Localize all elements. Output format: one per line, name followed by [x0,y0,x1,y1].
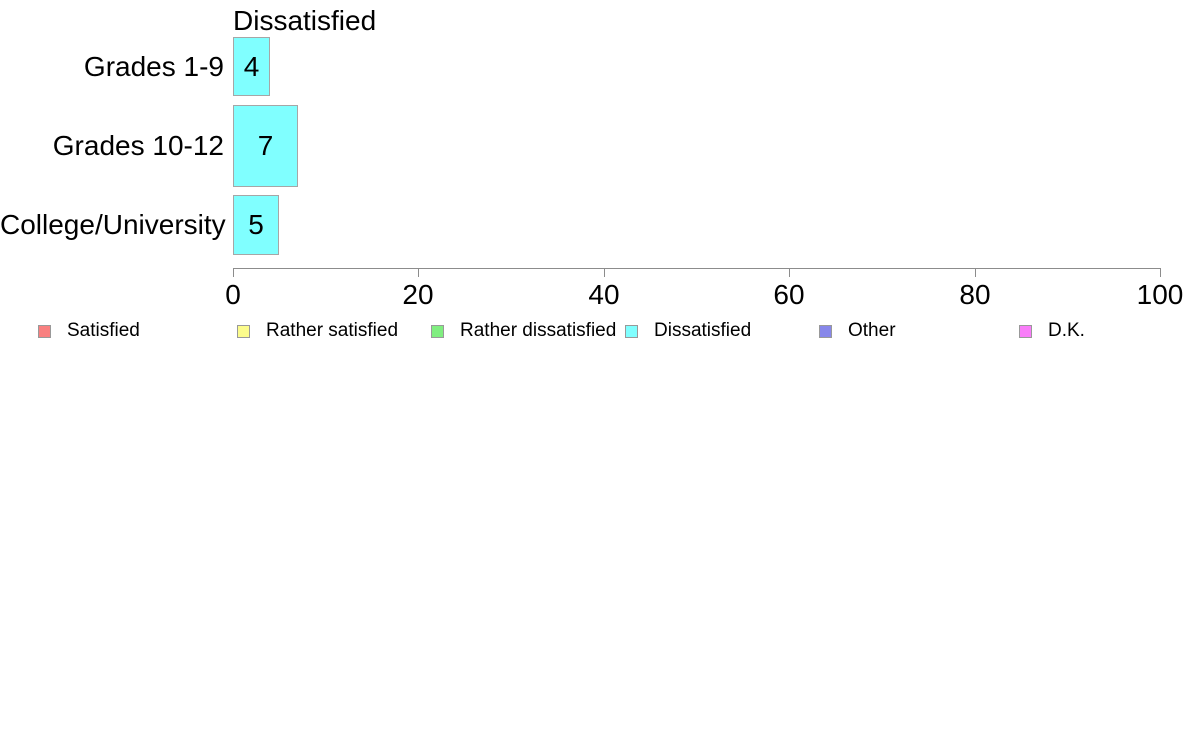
bar: 4 [233,37,270,96]
chart-title: Dissatisfied [233,5,377,36]
bar-value-label: 5 [248,209,264,240]
bar-value-label: 4 [243,50,260,82]
legend-swatch [819,325,832,338]
x-tick-label: 100 [1136,279,1184,310]
legend-label: Rather satisfied [266,320,399,341]
legend-swatch [1019,325,1032,338]
x-tick-mark [604,268,605,277]
legend-label: Dissatisfied [654,320,752,341]
bar: 7 [233,105,298,187]
x-axis-line [233,268,1160,269]
legend-label: D.K. [1048,320,1085,341]
legend-label: Other [848,320,896,341]
x-tick-label: 80 [959,279,991,310]
legend-label: Satisfied [67,320,140,341]
legend-swatch [38,325,51,338]
legend-swatch [431,325,444,338]
x-tick-mark [418,268,419,277]
x-tick-mark [1160,268,1161,277]
x-tick-label: 60 [773,279,805,310]
x-tick-mark [975,268,976,277]
x-tick-label: 20 [402,279,434,310]
category-label: Grades 1-9 [83,51,224,82]
x-tick-label: 0 [225,279,241,310]
x-tick-mark [233,268,234,277]
category-label: College/University [0,209,226,240]
x-tick-label: 40 [588,279,620,310]
legend-label: Rather dissatisfied [460,320,617,341]
legend-swatch [237,325,250,338]
category-label: Grades 10-12 [52,130,224,161]
bar-value-label: 7 [257,130,274,161]
x-tick-mark [789,268,790,277]
legend-swatch [625,325,638,338]
bar: 5 [233,195,279,255]
